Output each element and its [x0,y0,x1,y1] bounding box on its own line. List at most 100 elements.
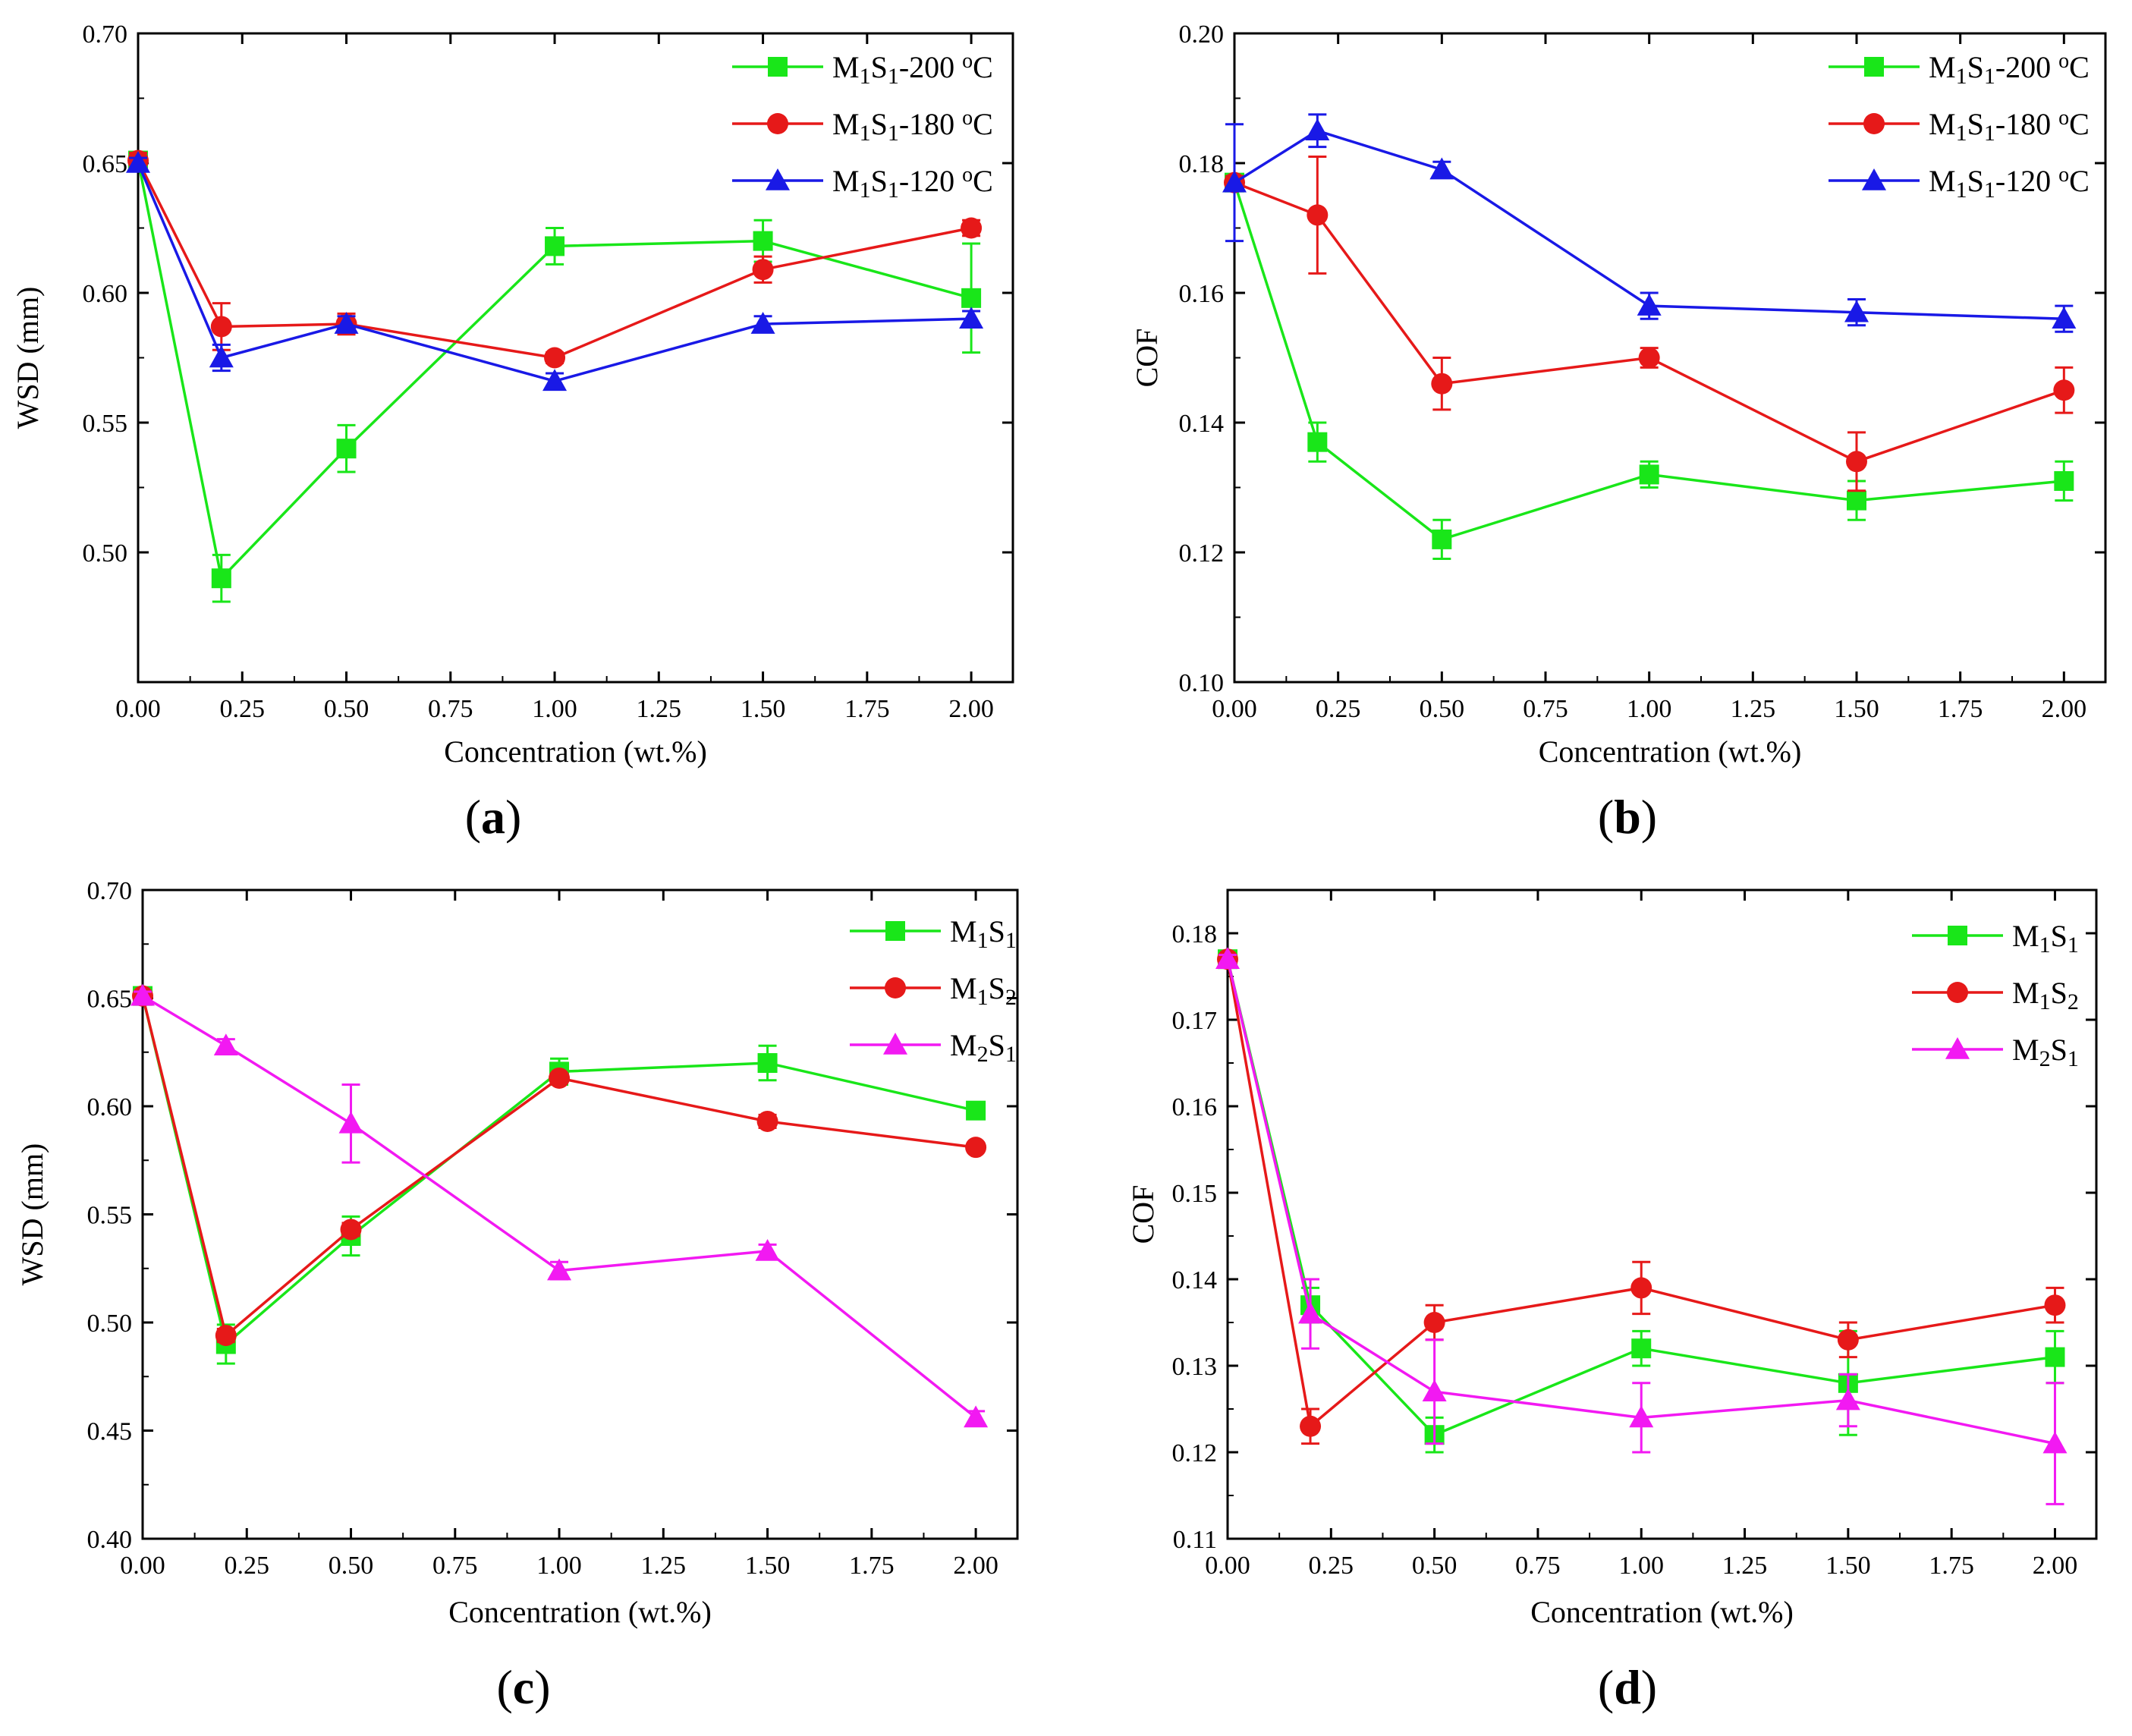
x-tick-label: 2.00 [953,1552,998,1580]
legend: M1S1-200 oC M1S1-180 oC M1S1-120 oC [1829,49,2090,203]
x-tick-label: 0.50 [1412,1552,1457,1580]
x-tick-label: 0.00 [120,1552,165,1580]
legend-marker [1945,1037,1970,1059]
legend-marker [885,921,905,941]
data-point [2054,470,2074,491]
y-tick-label: 0.70 [87,877,133,905]
data-point [966,1100,986,1121]
x-tick-label: 2.00 [2033,1552,2078,1580]
y-axis-label: WSD (mm) [15,1143,49,1286]
legend-entry: M2S1 [2012,1033,2079,1071]
data-point [1835,1388,1860,1410]
data-point [2042,1431,2068,1454]
series-line [141,995,976,1347]
x-tick-label: 0.25 [1309,1552,1354,1580]
chart-panel-3: 0.00 0.25 0.50 0.75 1.00 1.25 1.50 1.75 2.00 0.40… [15,877,1019,1714]
data-point [340,1219,362,1241]
y-tick-label: 0.16 [1179,280,1225,308]
x-tick-label: 0.50 [324,695,369,723]
data-point [338,1111,363,1134]
legend-marker [1948,926,1967,945]
series-line [1226,958,2055,1437]
x-tick-label: 1.25 [637,695,682,723]
data-point [213,1033,238,1055]
x-tick-label: 1.00 [536,1552,582,1580]
legend-entry: M1S1-120 oC [1929,163,2090,202]
series-line [1226,958,2055,1445]
data-point [959,307,984,329]
x-tick-label: 1.25 [1731,695,1776,723]
data-point [126,151,150,173]
data-point [1215,947,1240,969]
x-tick-label: 1.00 [532,695,577,723]
panel-label: (d) [1598,1660,1657,1714]
x-tick-label: 0.25 [1316,695,1361,723]
data-point [1844,300,1869,322]
data-point [757,1053,778,1073]
y-tick-label: 0.11 [1173,1526,1217,1554]
x-tick-label: 0.75 [1515,1552,1561,1580]
series-line [1233,182,2064,541]
y-tick-label: 0.70 [83,20,128,49]
legend-marker [1864,57,1884,77]
x-axis-label: Concentration (wt.%) [1539,734,1802,769]
panel-label: (c) [496,1660,550,1714]
y-axis-label: COF [1126,1185,1160,1244]
series-3 [1222,113,2077,333]
series-line [137,159,972,360]
x-tick-label: 1.00 [1618,1552,1664,1580]
data-point [2053,379,2075,401]
x-tick-label: 1.75 [849,1552,895,1580]
series-line [1234,181,2064,464]
data-point [334,312,359,334]
x-tick-label: 1.50 [745,1552,791,1580]
x-tick-label: 1.50 [1825,1552,1871,1580]
y-tick-label: 0.10 [1179,669,1225,697]
data-point [545,236,565,256]
series-2 [1224,155,2075,492]
data-point [1432,529,1452,549]
data-point [215,1325,237,1347]
x-tick-label: 0.00 [1212,695,1257,723]
legend-marker [885,977,906,999]
legend-entry: M1S2 [950,971,1017,1010]
data-point [1630,1277,1652,1299]
x-axis-label: Concentration (wt.%) [1530,1595,1794,1629]
data-point [1422,1379,1447,1401]
data-point [1846,451,1867,473]
series-3 [1215,947,2068,1505]
y-tick-label: 0.65 [83,150,128,178]
data-point [544,347,566,369]
chart-panel-4: 0.00 0.25 0.50 0.75 1.00 1.25 1.50 1.75 2.00 0.11… [1126,888,2098,1714]
x-tick-label: 0.00 [1205,1552,1250,1580]
data-point [1629,1405,1654,1428]
legend-marker [1863,113,1885,134]
data-point [1300,1415,1322,1437]
data-point [752,259,774,281]
data-point [549,1067,571,1089]
x-tick-label: 0.00 [115,695,161,723]
legend-marker [883,1033,907,1055]
panel-label: (b) [1598,790,1657,844]
x-tick-label: 1.50 [1834,695,1879,723]
x-tick-label: 2.00 [948,695,994,723]
x-tick-label: 0.50 [1420,695,1465,723]
x-tick-label: 1.00 [1627,695,1672,723]
y-tick-label: 0.14 [1179,410,1225,438]
x-axis-label: Concentration (wt.%) [448,1595,712,1629]
legend-marker [768,57,788,77]
data-point [2045,1347,2065,1367]
data-point [1429,157,1454,180]
legend: M1S1 M1S2 M2S1 [1912,919,2079,1071]
y-tick-label: 0.15 [1172,1180,1218,1208]
series-line [137,162,972,383]
data-point [1637,294,1662,316]
data-point [750,312,775,334]
series-2 [1217,948,2066,1445]
panel-label: (a) [465,790,522,844]
y-tick-label: 0.55 [87,1202,133,1230]
legend-marker [1862,168,1886,190]
series-2 [132,985,987,1347]
x-tick-label: 1.75 [1929,1552,1974,1580]
data-point [964,1405,989,1428]
